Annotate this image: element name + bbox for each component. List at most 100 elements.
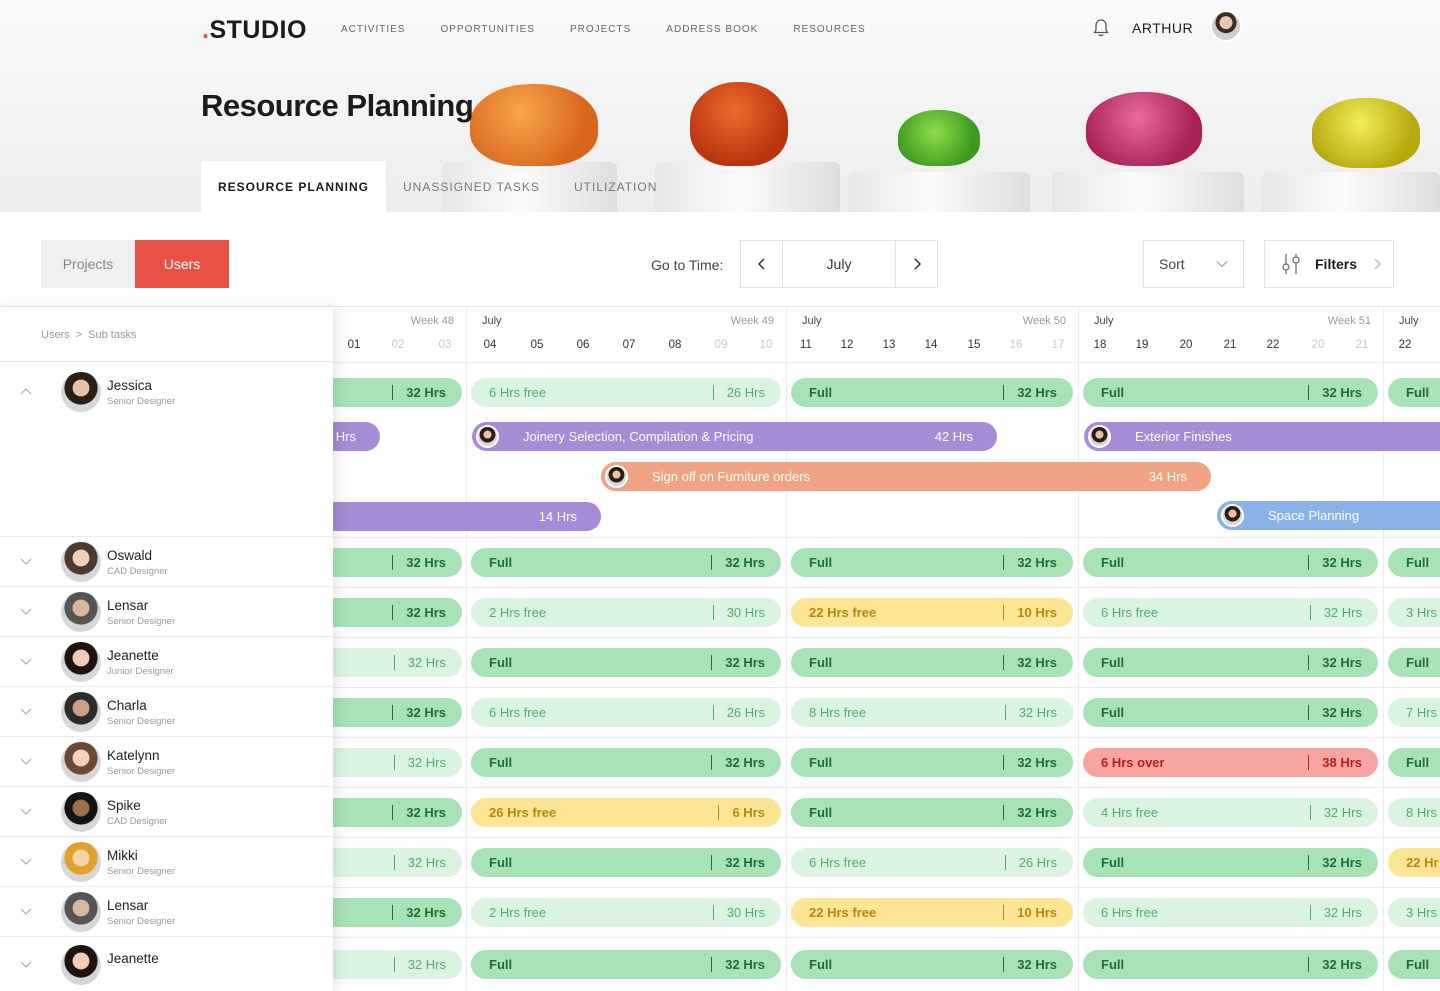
breadcrumb-subtasks[interactable]: Sub tasks [88, 329, 137, 341]
user-row[interactable]: Mikki Senior Designer [0, 837, 333, 887]
chevron-down-icon[interactable] [20, 606, 32, 618]
user-name[interactable]: Oswald [107, 548, 153, 563]
allocation-pill[interactable]: 2 Hrs free 30 Hrs [471, 597, 781, 627]
sort-dropdown[interactable]: Sort [1143, 240, 1244, 288]
tab-unassigned-tasks[interactable]: UNASSIGNED TASKS [403, 180, 540, 194]
chevron-down-icon[interactable] [20, 959, 32, 971]
allocation-pill[interactable]: Full 32 Hrs [1083, 547, 1378, 577]
user-name[interactable]: Jessica [107, 378, 153, 393]
allocation-pill[interactable]: 32 Hrs [333, 950, 462, 979]
allocation-pill[interactable]: Full 32 Hrs [471, 847, 781, 877]
allocation-pill[interactable]: 32 Hrs [333, 597, 462, 627]
allocation-pill[interactable]: Full 32 Hrs [1083, 950, 1378, 979]
user-name[interactable]: Katelynn [107, 748, 160, 763]
allocation-pill[interactable]: 32 Hrs [333, 747, 462, 777]
allocation-pill[interactable]: Full 32 Hrs [1083, 647, 1378, 677]
nav-opportunities[interactable]: OPPORTUNITIES [440, 24, 535, 35]
subtask-bar[interactable]: Sign off on Furniture orders 34 Hrs [601, 462, 1211, 491]
allocation-pill[interactable]: 2 Hrs free 30 Hrs [471, 897, 781, 927]
chevron-up-icon[interactable] [20, 386, 32, 398]
chevron-down-icon[interactable] [20, 806, 32, 818]
users-button[interactable]: Users [135, 240, 229, 288]
user-row[interactable]: Spike CAD Designer [0, 787, 333, 837]
allocation-pill[interactable]: Full 32 Hrs [791, 547, 1073, 577]
allocation-pill[interactable]: 8 Hrs free 32 Hrs [791, 697, 1073, 727]
tab-utilization[interactable]: UTILIZATION [573, 180, 658, 194]
chevron-down-icon[interactable] [20, 856, 32, 868]
allocation-pill[interactable]: 7 Hrs [1388, 697, 1440, 727]
user-row[interactable]: Katelynn Senior Designer [0, 737, 333, 787]
allocation-pill[interactable]: 32 Hrs [333, 897, 462, 927]
allocation-pill[interactable]: Full 32 Hrs [1083, 697, 1378, 727]
user-row[interactable]: Oswald CAD Designer [0, 537, 333, 587]
chevron-down-icon[interactable] [20, 706, 32, 718]
nav-address-book[interactable]: ADDRESS BOOK [666, 24, 759, 35]
subtask-bar[interactable]: Joinery Selection, Compilation & Pricing… [472, 422, 997, 451]
chevron-down-icon[interactable] [20, 656, 32, 668]
projects-button[interactable]: Projects [41, 240, 135, 288]
next-month-button[interactable] [895, 241, 937, 287]
allocation-pill[interactable]: Full [1388, 747, 1440, 777]
allocation-pill[interactable]: Full [1388, 377, 1440, 407]
user-name[interactable]: ARTHUR [1132, 20, 1194, 36]
allocation-pill[interactable]: 22 Hrs free 10 Hrs [791, 597, 1073, 627]
allocation-pill[interactable]: 3 Hrs [1388, 597, 1440, 627]
subtask-bar[interactable]: 2 Hrs [333, 422, 380, 451]
nav-resources[interactable]: RESOURCES [793, 24, 866, 35]
allocation-pill[interactable]: 32 Hrs [333, 647, 462, 677]
chevron-down-icon[interactable] [20, 556, 32, 568]
allocation-pill[interactable]: Full 32 Hrs [1083, 847, 1378, 877]
user-row[interactable]: Jeanette [0, 937, 333, 991]
allocation-pill[interactable]: 3 Hrs [1388, 897, 1440, 927]
allocation-pill[interactable]: 22 Hrs free 10 Hrs [791, 897, 1073, 927]
allocation-pill[interactable]: Full 32 Hrs [791, 950, 1073, 979]
tab-resource-planning[interactable]: RESOURCE PLANNING [201, 161, 387, 212]
allocation-pill[interactable]: Full 32 Hrs [471, 547, 781, 577]
allocation-pill[interactable]: Full 32 Hrs [471, 950, 781, 979]
user-name[interactable]: Jeanette [107, 648, 159, 663]
allocation-pill[interactable]: Full 32 Hrs [471, 647, 781, 677]
allocation-pill[interactable]: 32 Hrs [333, 797, 462, 827]
allocation-pill[interactable]: 8 Hrs [1388, 797, 1440, 827]
studio-logo[interactable]: .STUDIO [202, 16, 307, 44]
user-name[interactable]: Lensar [107, 898, 149, 913]
user-name[interactable]: Spike [107, 798, 141, 813]
user-name[interactable]: Mikki [107, 848, 138, 863]
filters-button[interactable]: Filters [1264, 240, 1394, 288]
chevron-down-icon[interactable] [20, 906, 32, 918]
bell-icon[interactable] [1092, 18, 1110, 38]
allocation-pill[interactable]: Full 32 Hrs [791, 647, 1073, 677]
allocation-pill[interactable]: Full 32 Hrs [471, 747, 781, 777]
allocation-pill[interactable]: 32 Hrs [333, 847, 462, 877]
allocation-pill[interactable]: 4 Hrs free 32 Hrs [1083, 797, 1378, 827]
allocation-pill[interactable]: 32 Hrs [333, 547, 462, 577]
current-month[interactable]: July [826, 256, 852, 272]
breadcrumb-users[interactable]: Users [41, 329, 70, 341]
allocation-pill[interactable]: 6 Hrs over 38 Hrs [1083, 747, 1378, 777]
user-row[interactable]: Charla Senior Designer [0, 687, 333, 737]
subtask-bar[interactable]: 14 Hrs [333, 502, 601, 531]
allocation-pill[interactable]: 32 Hrs [333, 377, 462, 407]
allocation-pill[interactable]: Full [1388, 547, 1440, 577]
subtask-bar[interactable]: Space Planning [1217, 501, 1440, 530]
allocation-pill[interactable]: Full 32 Hrs [791, 747, 1073, 777]
user-row[interactable]: Lensar Senior Designer [0, 887, 333, 937]
allocation-pill[interactable]: 32 Hrs [333, 697, 462, 727]
allocation-pill[interactable]: Full 32 Hrs [791, 797, 1073, 827]
previous-month-button[interactable] [741, 241, 783, 287]
user-avatar[interactable] [1210, 10, 1242, 42]
subtask-bar[interactable]: Exterior Finishes [1084, 422, 1440, 451]
allocation-pill[interactable]: 22 Hr [1388, 847, 1440, 877]
allocation-pill[interactable]: 6 Hrs free 26 Hrs [791, 847, 1073, 877]
nav-projects[interactable]: PROJECTS [569, 24, 632, 35]
chevron-down-icon[interactable] [20, 756, 32, 768]
allocation-pill[interactable]: 26 Hrs free 6 Hrs [471, 797, 781, 827]
allocation-pill[interactable]: 6 Hrs free 26 Hrs [471, 377, 781, 407]
allocation-pill[interactable]: 6 Hrs free 32 Hrs [1083, 897, 1378, 927]
user-name[interactable]: Jeanette [107, 950, 159, 966]
allocation-pill[interactable]: Full 32 Hrs [1083, 377, 1378, 407]
user-name[interactable]: Charla [107, 698, 147, 713]
allocation-pill[interactable]: Full 32 Hrs [791, 377, 1073, 407]
allocation-pill[interactable]: Full [1388, 950, 1440, 979]
nav-activities[interactable]: ACTIVITIES [341, 24, 406, 35]
